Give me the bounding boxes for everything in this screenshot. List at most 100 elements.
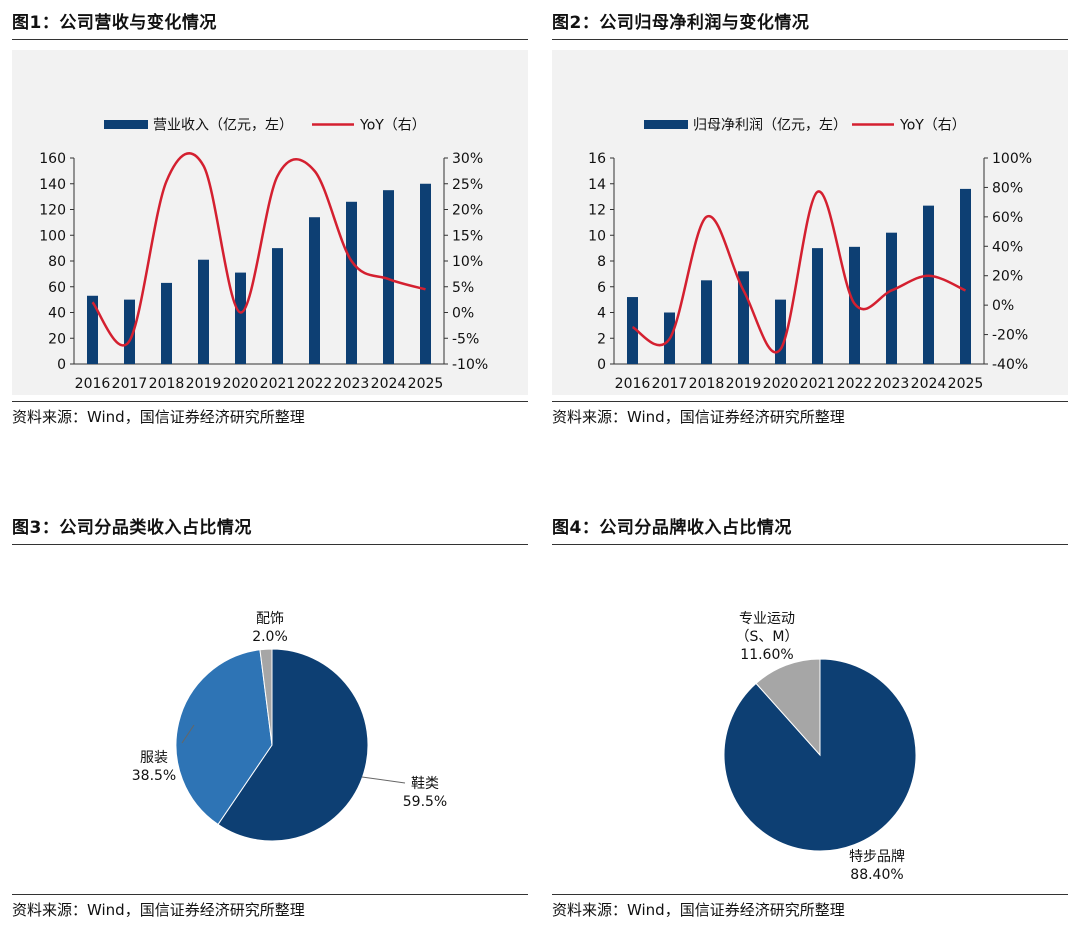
legend-line-label: YoY（右）	[899, 118, 966, 134]
legend-bar-label: 归母净利润（亿元，左）	[693, 117, 847, 134]
leader-line	[361, 776, 406, 784]
bar	[272, 248, 283, 364]
slice-label: 38.5%	[132, 768, 176, 784]
bar	[346, 201, 357, 364]
left-tick-label: 0	[57, 357, 66, 373]
net-profit-combo-chart: 归母净利润（亿元，左） YoY（右） 0 2 4 6 8 10 12 14 16 -40% -20% 0%…	[588, 117, 1032, 393]
slice-label: 88.40%	[850, 867, 903, 883]
x-tick-label: 2025	[408, 376, 444, 392]
slice-label: 11.60%	[740, 647, 793, 663]
left-tick-label: 8	[597, 254, 606, 270]
chart-source: 资料来源：Wind，国信证券经济研究所整理	[12, 401, 528, 431]
bar	[738, 271, 749, 364]
chart-title: 图1：公司营收与变化情况	[12, 10, 528, 40]
bar	[627, 297, 638, 364]
right-tick-label: 80%	[992, 180, 1023, 196]
x-tick-label: 2024	[911, 376, 947, 392]
left-tick-label: 80	[48, 254, 66, 270]
right-tick-label: -40%	[992, 357, 1028, 373]
left-tick-label: 0	[597, 357, 606, 373]
chart-source: 资料来源：Wind，国信证券经济研究所整理	[552, 894, 1068, 924]
chart-panel-revenue: 图1：公司营收与变化情况 营业收入（亿元，左） YoY（右） 0 20 40 60 80 10…	[12, 10, 528, 431]
legend-bar-swatch	[644, 120, 688, 129]
x-tick-label: 2023	[874, 376, 910, 392]
slice-name: 服装	[140, 750, 168, 766]
leader-line	[181, 724, 195, 744]
legend-bar-swatch	[104, 120, 148, 129]
right-tick-label: 5%	[452, 280, 474, 296]
bar	[87, 295, 98, 364]
bar	[383, 190, 394, 364]
right-tick-label: 20%	[452, 203, 483, 219]
x-tick-label: 2025	[948, 376, 984, 392]
x-tick-label: 2018	[689, 376, 725, 392]
x-tick-label: 2019	[726, 376, 762, 392]
pie-slice	[175, 649, 273, 826]
slice-label: 2.0%	[252, 629, 288, 645]
bar	[235, 272, 246, 364]
chart-panel-brand-share: 图4：公司分品牌收入占比情况 特步品牌 88.40% 专业运动 （S、M） 11.60%…	[552, 515, 1068, 924]
legend-line-label: YoY（右）	[359, 118, 426, 134]
legend-bar-label: 营业收入（亿元，左）	[153, 118, 293, 134]
right-tick-label: 100%	[992, 151, 1032, 167]
slice-name-2: （S、M）	[736, 629, 799, 645]
x-tick-label: 2017	[112, 376, 148, 392]
left-tick-label: 60	[48, 280, 66, 296]
x-tick-label: 2022	[837, 376, 873, 392]
right-tick-label: 0%	[452, 306, 474, 322]
pie-slice	[259, 648, 273, 746]
bar	[923, 205, 934, 364]
left-tick-label: 10	[588, 228, 606, 244]
chart-area: 营业收入（亿元，左） YoY（右） 0 20 40 60 80 100 120 140 160 -10…	[12, 50, 528, 395]
left-tick-label: 40	[48, 306, 66, 322]
left-tick-label: 6	[597, 280, 606, 296]
bar	[198, 259, 209, 364]
right-tick-label: -20%	[992, 328, 1028, 344]
bar	[124, 299, 135, 364]
chart-area: 鞋类 59.5% 服装 38.5% 配饰 2.0%	[12, 555, 528, 890]
chart-title: 图3：公司分品类收入占比情况	[12, 515, 528, 545]
x-tick-label: 2023	[334, 376, 370, 392]
x-tick-label: 2017	[652, 376, 688, 392]
yoy-line	[91, 152, 426, 347]
bar	[886, 232, 897, 364]
pie-slice	[755, 658, 821, 757]
x-tick-label: 2016	[615, 376, 651, 392]
x-tick-label: 2016	[75, 376, 111, 392]
right-tick-label: 20%	[992, 269, 1023, 285]
left-tick-label: 16	[588, 151, 606, 167]
right-tick-label: 0%	[992, 298, 1014, 314]
bar	[161, 282, 172, 364]
bar	[420, 183, 431, 364]
revenue-combo-chart: 营业收入（亿元，左） YoY（右） 0 20 40 60 80 100 120 140 160 -10…	[39, 118, 488, 393]
x-tick-label: 2021	[800, 376, 836, 392]
chart-title: 图2：公司归母净利润与变化情况	[552, 10, 1068, 40]
x-tick-label: 2021	[260, 376, 296, 392]
right-tick-label: 25%	[452, 177, 483, 193]
chart-panel-category-share: 图3：公司分品类收入占比情况 鞋类 59.5% 服装 38.5% 配饰 2.0% 资料来源…	[12, 515, 528, 924]
right-tick-label: -5%	[452, 331, 479, 347]
x-tick-label: 2018	[149, 376, 185, 392]
bar	[960, 188, 971, 364]
right-tick-label: 10%	[452, 254, 483, 270]
left-tick-label: 140	[39, 177, 66, 193]
x-tick-label: 2020	[763, 376, 799, 392]
bar	[701, 280, 712, 364]
bar	[812, 248, 823, 364]
chart-source: 资料来源：Wind，国信证券经济研究所整理	[552, 401, 1068, 431]
x-tick-label: 2022	[297, 376, 333, 392]
brand-pie-chart: 特步品牌 88.40% 专业运动 （S、M） 11.60%	[723, 611, 917, 883]
x-tick-label: 2020	[223, 376, 259, 392]
bar	[775, 299, 786, 364]
x-tick-label: 2024	[371, 376, 407, 392]
slice-label: 59.5%	[403, 794, 447, 810]
left-tick-label: 120	[39, 203, 66, 219]
left-tick-label: 4	[597, 306, 606, 322]
left-tick-label: 20	[48, 331, 66, 347]
category-pie-chart: 鞋类 59.5% 服装 38.5% 配饰 2.0%	[132, 611, 447, 842]
slice-name: 配饰	[256, 611, 284, 627]
chart-title: 图4：公司分品牌收入占比情况	[552, 515, 1068, 545]
yoy-line	[631, 190, 967, 354]
slice-name: 专业运动	[739, 611, 795, 627]
left-tick-label: 14	[588, 177, 606, 193]
